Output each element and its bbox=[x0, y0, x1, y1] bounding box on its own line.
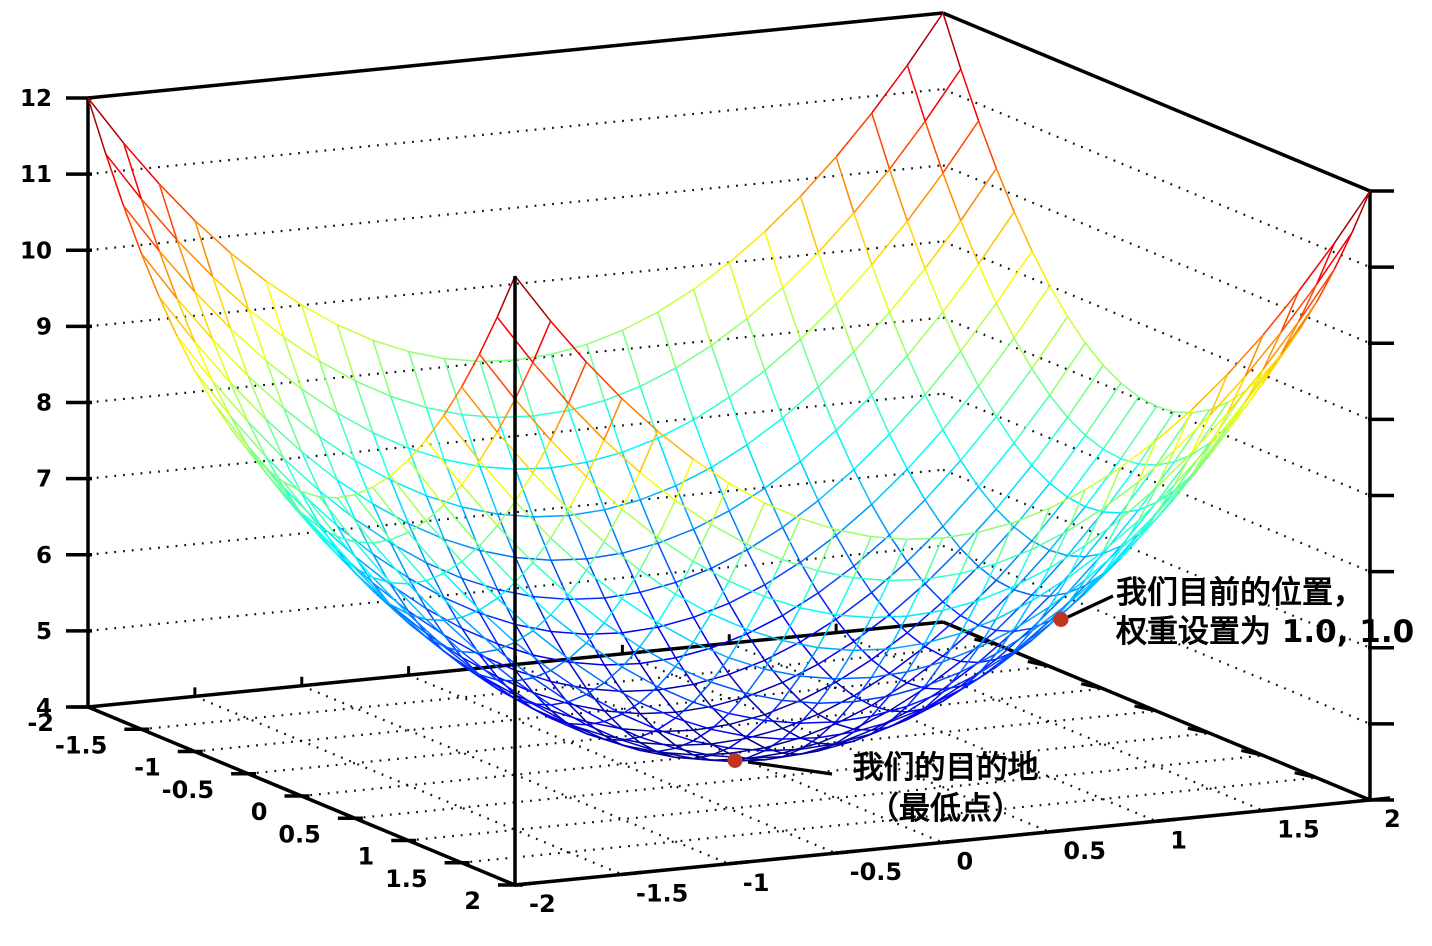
svg-text:0.5: 0.5 bbox=[278, 820, 321, 848]
svg-text:4: 4 bbox=[36, 695, 52, 721]
marker-current-position bbox=[1053, 612, 1069, 627]
annotation-current-line2: 权重设置为 1.0, 1.0 bbox=[1116, 614, 1415, 650]
svg-text:12: 12 bbox=[20, 86, 52, 112]
svg-text:1: 1 bbox=[1170, 826, 1187, 854]
svg-text:-1: -1 bbox=[134, 754, 161, 782]
svg-text:-1.5: -1.5 bbox=[636, 879, 688, 907]
svg-text:-1.5: -1.5 bbox=[55, 731, 107, 759]
marker-destination-minimum bbox=[727, 753, 743, 768]
svg-text:10: 10 bbox=[20, 238, 52, 264]
svg-text:2: 2 bbox=[1384, 805, 1401, 833]
svg-text:-2: -2 bbox=[27, 709, 54, 737]
svg-text:1.5: 1.5 bbox=[1277, 816, 1320, 844]
svg-text:-1: -1 bbox=[743, 869, 770, 897]
annotation-destination: 我们的目的地 （最低点） bbox=[838, 748, 1053, 830]
annotation-destination-line2: （最低点） bbox=[868, 791, 1023, 827]
svg-text:7: 7 bbox=[36, 467, 52, 493]
svg-text:-0.5: -0.5 bbox=[850, 858, 902, 886]
svg-text:2: 2 bbox=[464, 887, 481, 915]
annotation-current-line1: 我们目前的位置， bbox=[1116, 575, 1364, 611]
svg-text:8: 8 bbox=[36, 391, 52, 417]
svg-text:1: 1 bbox=[358, 843, 375, 871]
svg-text:-2: -2 bbox=[529, 890, 556, 918]
svg-text:9: 9 bbox=[36, 314, 52, 340]
svg-text:6: 6 bbox=[36, 543, 52, 569]
annotation-current-position: 我们目前的位置， 权重设置为 1.0, 1.0 bbox=[1116, 574, 1414, 652]
svg-text:1.5: 1.5 bbox=[385, 865, 428, 893]
svg-text:5: 5 bbox=[36, 619, 52, 645]
svg-text:0: 0 bbox=[957, 848, 974, 876]
annotation-destination-line1: 我们的目的地 bbox=[852, 750, 1039, 786]
svg-text:11: 11 bbox=[20, 162, 52, 188]
svg-text:0: 0 bbox=[251, 798, 268, 826]
svg-text:0.5: 0.5 bbox=[1063, 837, 1106, 865]
svg-text:-0.5: -0.5 bbox=[162, 776, 214, 804]
